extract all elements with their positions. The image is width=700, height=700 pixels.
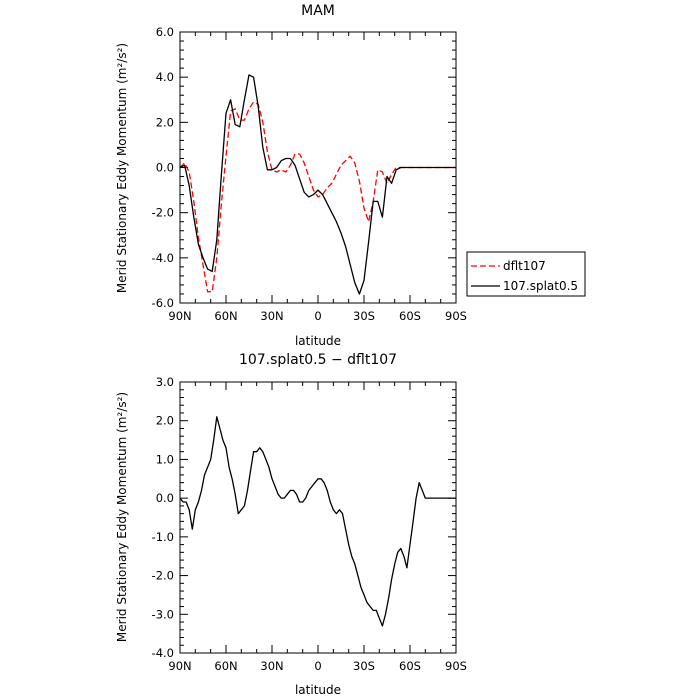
- legend-box: [466, 251, 586, 297]
- legend-label-dflt107: dflt107: [503, 259, 546, 273]
- bottom-series: [179, 416, 456, 627]
- top-y-tick-label: 0.0: [156, 161, 174, 175]
- top-y-tick-label: -6.0: [152, 296, 174, 310]
- bottom-x-axis-label: latitude: [295, 683, 341, 697]
- bottom-x-tick-label: 60S: [399, 659, 421, 673]
- top-y-tick-label: -2.0: [152, 206, 174, 220]
- bottom-y-axis-label: Merid Stationary Eddy Momentum (m²/s²): [115, 392, 129, 642]
- top-y-tick-label: 6.0: [156, 25, 174, 39]
- bottom-y-tick-label: -4.0: [152, 646, 174, 660]
- top-x-tick-label: 90N: [168, 309, 191, 323]
- bottom-x-tick-label: 0: [314, 659, 321, 673]
- bottom-y-tick-label: 1.0: [156, 452, 174, 466]
- top-series-line-dflt107: [179, 101, 456, 293]
- top-y-axis-label: Merid Stationary Eddy Momentum (m²/s²): [115, 43, 129, 293]
- bottom-panel: 107.splat0.5 − dflt107 90N 60N 30N 0 30S 60S 9…: [115, 352, 467, 697]
- top-panel: MAM 90N 60N 30N 0 30S 60S 90S -6.0 -4.0 -2.0 0.0 2…: [115, 3, 586, 348]
- top-y-tick-labels: -6.0 -4.0 -2.0 0.0 2.0 4.0 6.0: [152, 25, 174, 310]
- top-x-tick-label: 90S: [445, 309, 467, 323]
- bottom-series-line-difference: [179, 416, 456, 627]
- bottom-y-tick-label: -1.0: [152, 530, 174, 544]
- bottom-y-tick-label: 2.0: [156, 414, 174, 428]
- bottom-plot-frame: [179, 381, 457, 654]
- top-x-tick-label: 60N: [214, 309, 237, 323]
- bottom-y-tick-label: 3.0: [156, 375, 174, 389]
- bottom-chart-title: 107.splat0.5 − dflt107: [239, 352, 397, 368]
- top-y-tick-label: 4.0: [156, 70, 174, 84]
- top-y-tick-label: 2.0: [156, 115, 174, 129]
- bottom-y-tick-labels: -4.0 -3.0 -2.0 -1.0 0.0 1.0 2.0 3.0: [152, 375, 174, 660]
- bottom-x-tick-label: 30N: [260, 659, 283, 673]
- bottom-y-tick-label: -3.0: [152, 607, 174, 621]
- bottom-y-tick-label: 0.0: [156, 491, 174, 505]
- bottom-x-tick-label: 90S: [445, 659, 467, 673]
- top-y-tick-label: -4.0: [152, 251, 174, 265]
- top-x-tick-label: 0: [314, 309, 321, 323]
- legend-label-splat: 107.splat0.5: [503, 279, 578, 293]
- bottom-x-tick-label: 90N: [168, 659, 191, 673]
- top-x-tick-label: 60S: [399, 309, 421, 323]
- top-x-tick-label: 30N: [260, 309, 283, 323]
- top-series: [179, 74, 456, 295]
- top-series-line-107-splat0-5: [179, 74, 456, 295]
- top-chart-title: MAM: [301, 3, 335, 19]
- bottom-x-tick-label: 60N: [214, 659, 237, 673]
- bottom-x-tick-label: 30S: [353, 659, 375, 673]
- legend: dflt107 107.splat0.5: [466, 251, 586, 297]
- bottom-y-tick-label: -2.0: [152, 569, 174, 583]
- top-x-tick-label: 30S: [353, 309, 375, 323]
- top-x-tick-labels: 90N 60N 30N 0 30S 60S 90S: [168, 309, 467, 323]
- bottom-x-tick-labels: 90N 60N 30N 0 30S 60S 90S: [168, 659, 467, 673]
- bottom-ticks: [179, 381, 457, 654]
- top-x-axis-label: latitude: [295, 334, 341, 348]
- top-plot-frame: [179, 31, 457, 304]
